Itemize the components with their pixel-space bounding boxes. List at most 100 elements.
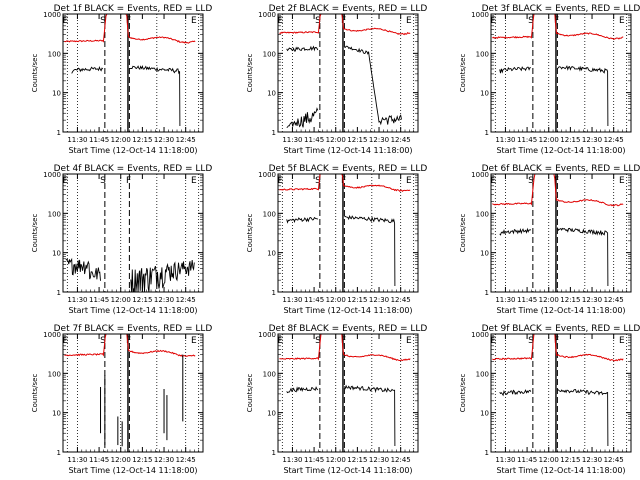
- x-tick-label: 12:00: [539, 136, 559, 144]
- y-axis-label: Counts/sec: [246, 54, 254, 93]
- x-axis-label: Start Time (12-Oct-14 11:18:00): [68, 306, 197, 315]
- series-red-lld: [279, 173, 411, 193]
- marker-f: F: [341, 16, 346, 26]
- y-tick-label: 100: [476, 370, 489, 378]
- y-tick-label: 100: [263, 50, 276, 58]
- panel-title: Det 1f BLACK = Events, RED = LLD: [54, 4, 213, 14]
- x-tick-label: 12:00: [539, 456, 559, 464]
- x-tick-label: 12:45: [391, 456, 411, 464]
- x-tick-label: 11:30: [67, 296, 87, 304]
- marker-s: S: [528, 336, 534, 346]
- x-tick-label: 12:00: [111, 136, 131, 144]
- x-tick-label: 12:30: [582, 136, 602, 144]
- panel-title: Det 7f BLACK = Events, RED = LLD: [54, 324, 213, 334]
- y-axis-label: Counts/sec: [31, 214, 39, 253]
- plot-frame: [62, 173, 204, 293]
- marker-e: E: [619, 336, 625, 346]
- y-axis-label: Counts/sec: [459, 54, 467, 93]
- series-black-events-before: [499, 66, 531, 74]
- y-tick-label: 1000: [471, 11, 489, 19]
- x-tick-label: 12:45: [604, 296, 624, 304]
- marker-f: F: [126, 16, 131, 26]
- y-axis-label: Counts/sec: [246, 374, 254, 413]
- x-tick-label: 11:45: [517, 296, 537, 304]
- y-axis-label: Counts/sec: [246, 214, 254, 253]
- series-black-events-before: [286, 45, 319, 52]
- panel-title: Det 8f BLACK = Events, RED = LLD: [269, 324, 428, 334]
- plot-frame: [277, 13, 419, 133]
- y-axis-label: Counts/sec: [31, 54, 39, 93]
- x-axis-label: Start Time (12-Oct-14 11:18:00): [68, 146, 197, 155]
- panel-9: Det 9f BLACK = Events, RED = LLD Counts/s…: [459, 324, 640, 475]
- x-tick-label: 12:45: [176, 296, 196, 304]
- x-tick-label: 11:45: [304, 136, 324, 144]
- y-tick-label: 100: [48, 210, 61, 218]
- y-tick-label: 1: [57, 129, 61, 137]
- x-tick-label: 12:30: [582, 296, 602, 304]
- panel-7: Det 7f BLACK = Events, RED = LLD Counts/s…: [31, 324, 212, 475]
- x-tick-label: 11:45: [304, 456, 324, 464]
- x-tick-label: 12:00: [326, 136, 346, 144]
- y-tick-label: 1: [485, 129, 489, 137]
- x-tick-label: 12:15: [560, 296, 580, 304]
- y-tick-label: 1000: [471, 331, 489, 339]
- x-tick-label: 12:45: [176, 136, 196, 144]
- y-tick-label: 1000: [258, 171, 276, 179]
- x-tick-label: 12:15: [132, 456, 152, 464]
- y-tick-label: 1000: [258, 331, 276, 339]
- x-tick-label: 12:15: [347, 296, 367, 304]
- y-tick-label: 10: [52, 410, 61, 418]
- marker-s: S: [315, 176, 321, 186]
- plot-frame: [490, 13, 632, 133]
- x-tick-label: 12:30: [369, 456, 389, 464]
- x-axis-label: Start Time (12-Oct-14 11:18:00): [283, 466, 412, 475]
- series-black-events-before: [286, 386, 319, 394]
- marker-e: E: [491, 16, 497, 26]
- y-tick-label: 1000: [258, 11, 276, 19]
- y-tick-label: 1000: [43, 11, 61, 19]
- x-tick-label: 11:45: [89, 136, 109, 144]
- marker-e: E: [191, 176, 197, 186]
- series-black-events-before: [499, 227, 532, 236]
- series-black-events-after: [557, 65, 609, 127]
- marker-s: S: [315, 16, 321, 26]
- marker-e: E: [278, 16, 284, 26]
- panel-3: Det 3f BLACK = Events, RED = LLD Counts/s…: [459, 4, 640, 155]
- x-tick-label: 12:15: [560, 456, 580, 464]
- x-tick-label: 11:30: [67, 136, 87, 144]
- marker-f: F: [341, 336, 346, 346]
- y-tick-label: 100: [48, 50, 61, 58]
- y-tick-label: 10: [267, 90, 276, 98]
- panel-6: Det 6f BLACK = Events, RED = LLD Counts/s…: [459, 164, 640, 315]
- x-tick-label: 12:15: [132, 296, 152, 304]
- x-tick-label: 12:15: [347, 456, 367, 464]
- plot-frame: [490, 333, 632, 453]
- x-tick-label: 12:45: [604, 456, 624, 464]
- x-tick-label: 11:30: [282, 136, 302, 144]
- y-tick-label: 100: [263, 370, 276, 378]
- marker-e: E: [191, 16, 197, 26]
- plot-frame: [62, 333, 204, 453]
- series-black-events-early: [286, 107, 319, 128]
- x-tick-label: 11:45: [517, 136, 537, 144]
- y-axis-label: Counts/sec: [459, 374, 467, 413]
- panel-title: Det 4f BLACK = Events, RED = LLD: [54, 164, 213, 174]
- y-axis-label: Counts/sec: [459, 214, 467, 253]
- y-tick-label: 1000: [43, 331, 61, 339]
- y-tick-label: 1: [485, 289, 489, 297]
- marker-s: S: [100, 176, 106, 186]
- y-tick-label: 100: [263, 210, 276, 218]
- marker-e: E: [63, 336, 69, 346]
- panel-1: Det 1f BLACK = Events, RED = LLD Counts/s…: [31, 4, 212, 155]
- marker-f: F: [126, 176, 131, 186]
- x-axis-label: Start Time (12-Oct-14 11:18:00): [68, 466, 197, 475]
- series-red-lld: [492, 13, 624, 41]
- series-red-lld: [492, 333, 624, 362]
- x-tick-label: 12:15: [560, 136, 580, 144]
- x-tick-label: 12:00: [326, 296, 346, 304]
- marker-e: E: [63, 176, 69, 186]
- marker-f: F: [126, 336, 131, 346]
- series-black-events-after: [343, 384, 396, 447]
- series-black-events-before: [65, 257, 101, 281]
- y-tick-label: 10: [267, 250, 276, 258]
